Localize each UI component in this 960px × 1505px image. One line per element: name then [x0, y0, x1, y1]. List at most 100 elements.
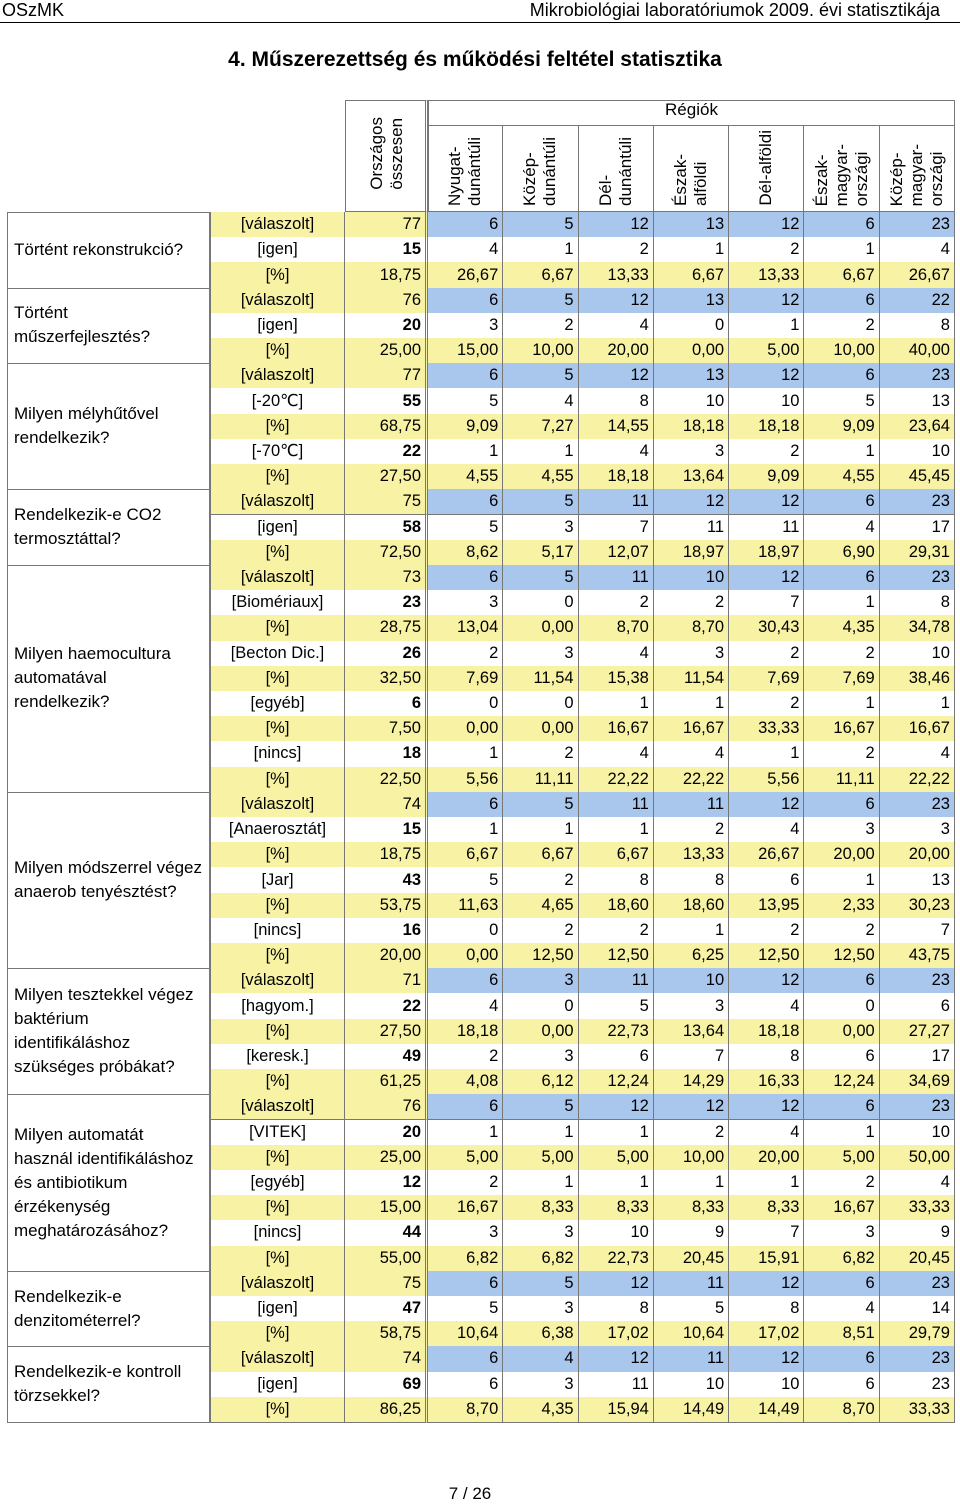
- region-value: 4: [653, 741, 730, 768]
- region-value: 6: [428, 287, 504, 314]
- region-value: 10: [729, 388, 805, 415]
- region-value: 7: [653, 1043, 730, 1071]
- region-value: 26,67: [879, 262, 955, 289]
- region-value: 8: [578, 1295, 654, 1323]
- region-value: 13,64: [653, 464, 730, 491]
- national-value: 22,50: [345, 766, 428, 793]
- region-value: 11: [653, 514, 730, 541]
- region-value: 6: [804, 968, 880, 995]
- region-value: 8,70: [428, 1396, 504, 1423]
- row-label: [%]: [210, 1144, 345, 1171]
- region-value: 12: [729, 212, 805, 239]
- region-value: 10,00: [653, 1144, 730, 1171]
- region-value: 2: [729, 917, 805, 945]
- region-value: 3: [804, 1220, 880, 1247]
- region-value: 1: [804, 590, 880, 617]
- national-value: 61,25: [345, 1069, 428, 1096]
- region-value: 10: [653, 564, 730, 592]
- region-value: 6,25: [653, 943, 730, 970]
- region-value: 20,00: [879, 842, 955, 869]
- region-value: 1: [578, 817, 654, 844]
- region-value: 13,64: [653, 1018, 730, 1045]
- row-label: [%]: [210, 842, 345, 869]
- region-value: 12: [729, 363, 805, 390]
- region-value: 5: [503, 1270, 579, 1297]
- region-value: 6: [428, 363, 504, 390]
- region-value: 3: [428, 312, 504, 340]
- region-value: 10: [653, 388, 730, 415]
- region-header: Nyugat- dunántúli: [428, 126, 504, 212]
- row-label: [Biomériaux]: [210, 590, 345, 617]
- region-value: 6,67: [503, 842, 579, 869]
- national-value: 49: [345, 1043, 428, 1071]
- region-value: 1: [503, 237, 579, 264]
- region-value: 3: [503, 1043, 579, 1071]
- region-value: 6: [428, 1371, 504, 1398]
- region-value: 3: [503, 640, 579, 667]
- row-label: [%]: [210, 892, 345, 919]
- region-value: 14: [879, 1295, 955, 1323]
- national-value: 74: [345, 1346, 428, 1373]
- region-value: 5: [428, 514, 504, 541]
- national-value: 58,75: [345, 1321, 428, 1348]
- region-value: 6: [428, 1346, 504, 1373]
- region-value: 2: [578, 590, 654, 617]
- region-value: 3: [653, 438, 730, 466]
- region-value: 6: [804, 212, 880, 239]
- region-header: Dél- dunántúli: [579, 126, 654, 212]
- region-value: 10,64: [428, 1321, 504, 1348]
- region-value: 5,17: [503, 539, 579, 566]
- region-value: 18,18: [729, 1018, 805, 1045]
- region-value: 4: [804, 514, 880, 541]
- region-value: 6,67: [578, 842, 654, 869]
- row-label: [válaszolt]: [210, 1346, 345, 1373]
- region-value: 11: [578, 564, 654, 592]
- row-label: [%]: [210, 615, 345, 642]
- region-value: 12,24: [804, 1069, 880, 1096]
- region-header: Közép- magyar- országi: [880, 126, 955, 212]
- region-value: 8,33: [578, 1195, 654, 1222]
- national-value: 22: [345, 993, 428, 1020]
- region-value: 2: [428, 1169, 504, 1197]
- region-value: 6: [804, 1346, 880, 1373]
- region-value: 1: [428, 817, 504, 844]
- region-value: 6: [804, 489, 880, 516]
- row-label: [%]: [210, 1018, 345, 1045]
- region-value: 4: [879, 741, 955, 768]
- region-value: 2: [503, 867, 579, 894]
- region-value: 3: [428, 1220, 504, 1247]
- region-value: 6,82: [804, 1245, 880, 1272]
- national-value: 28,75: [345, 615, 428, 642]
- region-value: 1: [804, 237, 880, 264]
- row-label: [%]: [210, 1245, 345, 1272]
- row-label: [válaszolt]: [210, 564, 345, 592]
- region-value: 4: [503, 388, 579, 415]
- region-value: 16,67: [578, 716, 654, 743]
- region-value: 4: [729, 817, 805, 844]
- region-value: 9: [653, 1220, 730, 1247]
- region-value: 5,56: [428, 766, 504, 793]
- region-value: 14,29: [653, 1069, 730, 1096]
- region-value: 11: [729, 514, 805, 541]
- region-value: 18,18: [653, 413, 730, 440]
- row-label: [%]: [210, 1396, 345, 1423]
- region-value: 30,23: [879, 892, 955, 919]
- region-value: 15,91: [729, 1245, 805, 1272]
- row-label: [%]: [210, 413, 345, 440]
- region-value: 12,07: [578, 539, 654, 566]
- region-value: 12: [578, 1094, 654, 1121]
- region-value: 6: [804, 1270, 880, 1297]
- row-label: [nincs]: [210, 1220, 345, 1247]
- region-value: 12,50: [729, 943, 805, 970]
- region-value: 12: [729, 564, 805, 592]
- national-value: 27,50: [345, 464, 428, 491]
- row-label: [hagyom.]: [210, 993, 345, 1020]
- region-value: 5,00: [503, 1144, 579, 1171]
- region-name: Közép- magyar- országi: [886, 143, 946, 206]
- national-value: 15: [345, 237, 428, 264]
- header-right: Mikrobiológiai laboratóriumok 2009. évi …: [529, 0, 940, 20]
- region-value: 5: [503, 1094, 579, 1121]
- region-value: 1: [653, 237, 730, 264]
- national-value: 69: [345, 1371, 428, 1398]
- region-value: 7: [578, 514, 654, 541]
